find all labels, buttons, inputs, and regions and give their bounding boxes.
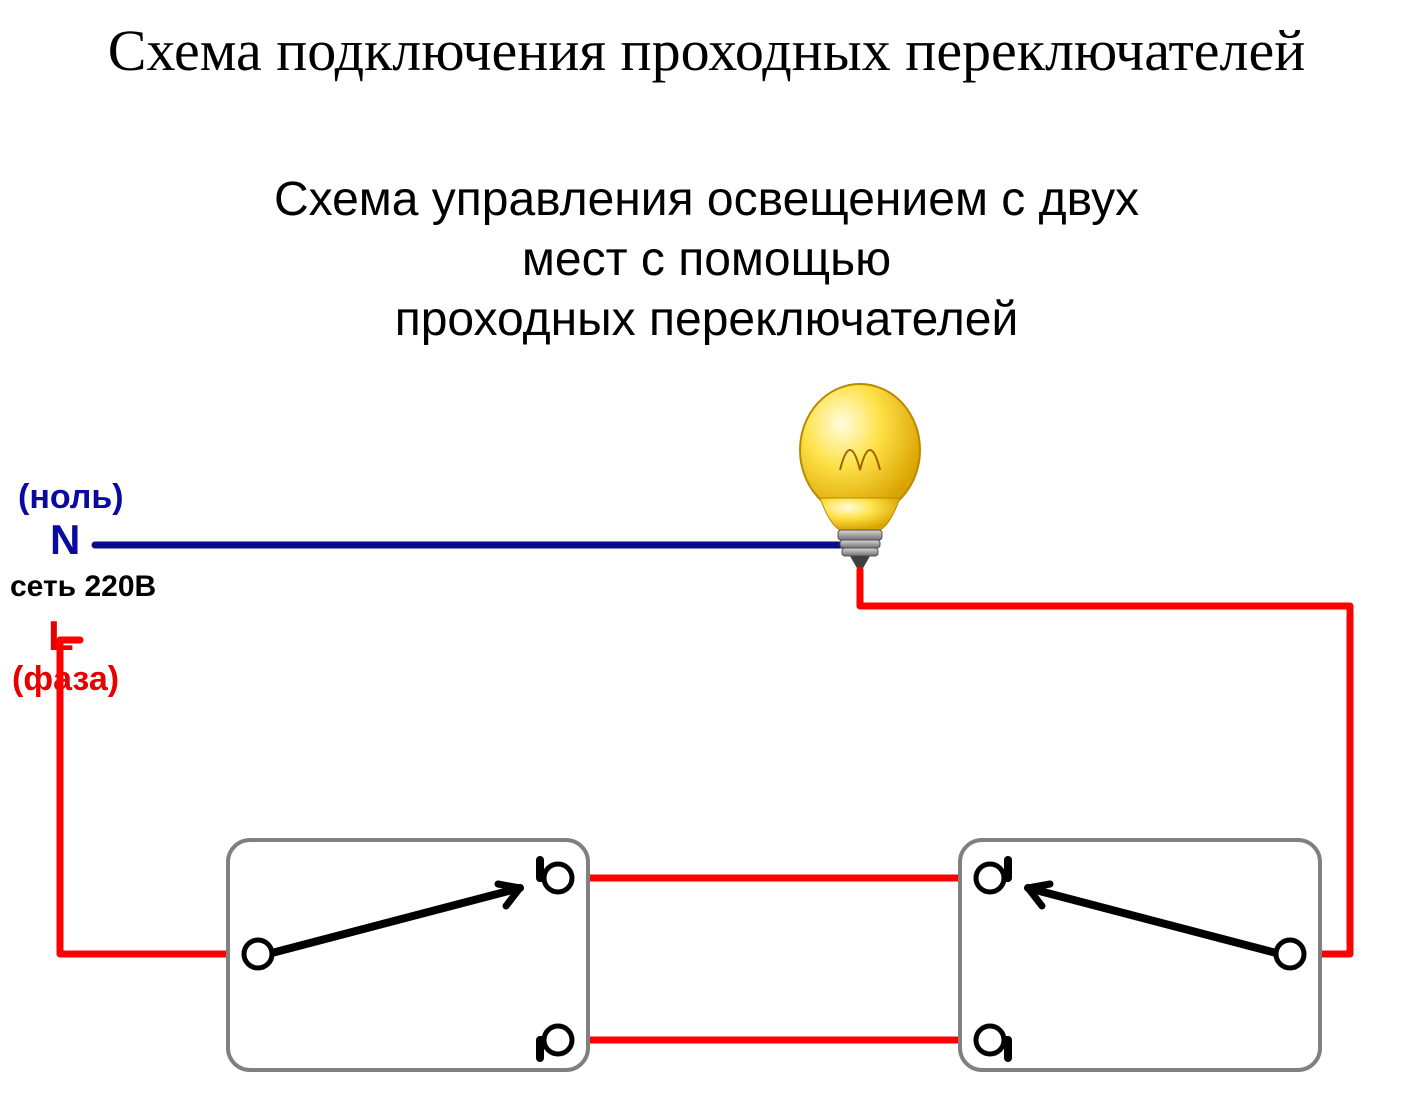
switch-2-box (960, 840, 1320, 1070)
switch-2-terminal-top (976, 864, 1004, 892)
switch-2-terminal-bottom (976, 1026, 1004, 1054)
switch-2-terminal-common (1276, 940, 1304, 968)
circuit-diagram (0, 0, 1413, 1116)
switch-1-terminal-top (544, 864, 572, 892)
page-root: Схема подключения проходных переключател… (0, 0, 1413, 1116)
phase-wire-supply-to-switch1 (60, 640, 246, 954)
switch-1-box (228, 840, 588, 1070)
switch-1-terminal-common (244, 940, 272, 968)
switch-1-terminal-bottom (544, 1026, 572, 1054)
